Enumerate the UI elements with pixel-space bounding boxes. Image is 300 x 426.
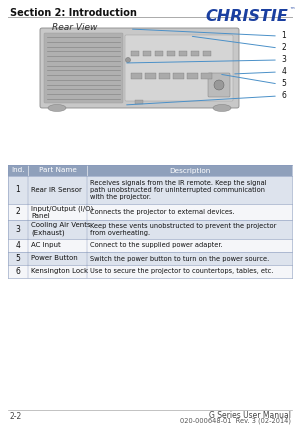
Text: Input/Output (I/O)
Panel: Input/Output (I/O) Panel bbox=[31, 205, 93, 219]
Bar bbox=[8, 252, 292, 265]
FancyBboxPatch shape bbox=[125, 35, 233, 101]
Text: 3: 3 bbox=[16, 225, 20, 234]
Text: Use to secure the projector to countertops, tables, etc.: Use to secure the projector to counterto… bbox=[90, 268, 273, 274]
Text: AC Input: AC Input bbox=[31, 242, 61, 248]
Text: 6: 6 bbox=[282, 92, 286, 101]
Text: Connect to the supplied power adapter.: Connect to the supplied power adapter. bbox=[90, 242, 223, 248]
Bar bbox=[201, 73, 212, 79]
Text: ™: ™ bbox=[289, 8, 295, 13]
Text: Power Button: Power Button bbox=[31, 256, 78, 262]
Text: 1: 1 bbox=[282, 32, 286, 40]
Ellipse shape bbox=[213, 104, 231, 112]
Text: Connects the projector to external devices.: Connects the projector to external devic… bbox=[90, 209, 235, 215]
Bar bbox=[135, 100, 143, 104]
Text: Receives signals from the IR remote. Keep the signal
path unobstructed for unint: Receives signals from the IR remote. Kee… bbox=[90, 179, 267, 201]
Bar bbox=[8, 220, 292, 239]
Text: Description: Description bbox=[169, 167, 210, 173]
Bar bbox=[143, 52, 151, 56]
Text: Ind.: Ind. bbox=[11, 167, 25, 173]
Bar bbox=[179, 52, 187, 56]
Bar bbox=[191, 52, 199, 56]
Text: CHRISTIE: CHRISTIE bbox=[205, 9, 288, 24]
Text: 4: 4 bbox=[282, 67, 286, 77]
Bar bbox=[145, 73, 156, 79]
Bar bbox=[131, 73, 142, 79]
Bar bbox=[167, 52, 175, 56]
Bar bbox=[131, 52, 139, 56]
Text: Keep these vents unobstructed to prevent the projector
from overheating.: Keep these vents unobstructed to prevent… bbox=[90, 223, 276, 236]
Text: G Series User Manual: G Series User Manual bbox=[209, 411, 291, 420]
Text: 2: 2 bbox=[282, 43, 286, 52]
Bar bbox=[8, 165, 292, 176]
Ellipse shape bbox=[48, 104, 66, 112]
Bar bbox=[203, 52, 211, 56]
Circle shape bbox=[214, 80, 224, 90]
Text: 2-2: 2-2 bbox=[10, 412, 22, 421]
Bar bbox=[8, 239, 292, 252]
Text: 1: 1 bbox=[16, 185, 20, 195]
FancyBboxPatch shape bbox=[208, 73, 230, 97]
FancyBboxPatch shape bbox=[40, 28, 239, 108]
Text: Kensington Lock: Kensington Lock bbox=[31, 268, 88, 274]
Bar bbox=[8, 176, 292, 204]
Bar bbox=[155, 52, 163, 56]
Text: Part Name: Part Name bbox=[39, 167, 76, 173]
Bar bbox=[173, 73, 184, 79]
Text: 4: 4 bbox=[16, 241, 20, 250]
Text: Rear View: Rear View bbox=[52, 23, 98, 32]
Text: Rear IR Sensor: Rear IR Sensor bbox=[31, 187, 82, 193]
Text: Section 2: Introduction: Section 2: Introduction bbox=[10, 8, 137, 18]
Text: 6: 6 bbox=[16, 267, 20, 276]
Circle shape bbox=[125, 58, 130, 63]
Text: 5: 5 bbox=[282, 80, 286, 89]
Text: 3: 3 bbox=[282, 55, 286, 64]
Text: Switch the power button to turn on the power source.: Switch the power button to turn on the p… bbox=[90, 256, 269, 262]
Text: Cooling Air Vents
(Exhaust): Cooling Air Vents (Exhaust) bbox=[31, 222, 91, 236]
Bar bbox=[187, 73, 198, 79]
Bar bbox=[8, 265, 292, 278]
Bar bbox=[159, 73, 170, 79]
FancyBboxPatch shape bbox=[44, 33, 123, 103]
Text: 2: 2 bbox=[16, 207, 20, 216]
Text: 020-000648-01  Rev. 3 (02-2014): 020-000648-01 Rev. 3 (02-2014) bbox=[180, 418, 291, 424]
Bar bbox=[8, 204, 292, 220]
Text: 5: 5 bbox=[16, 254, 20, 263]
